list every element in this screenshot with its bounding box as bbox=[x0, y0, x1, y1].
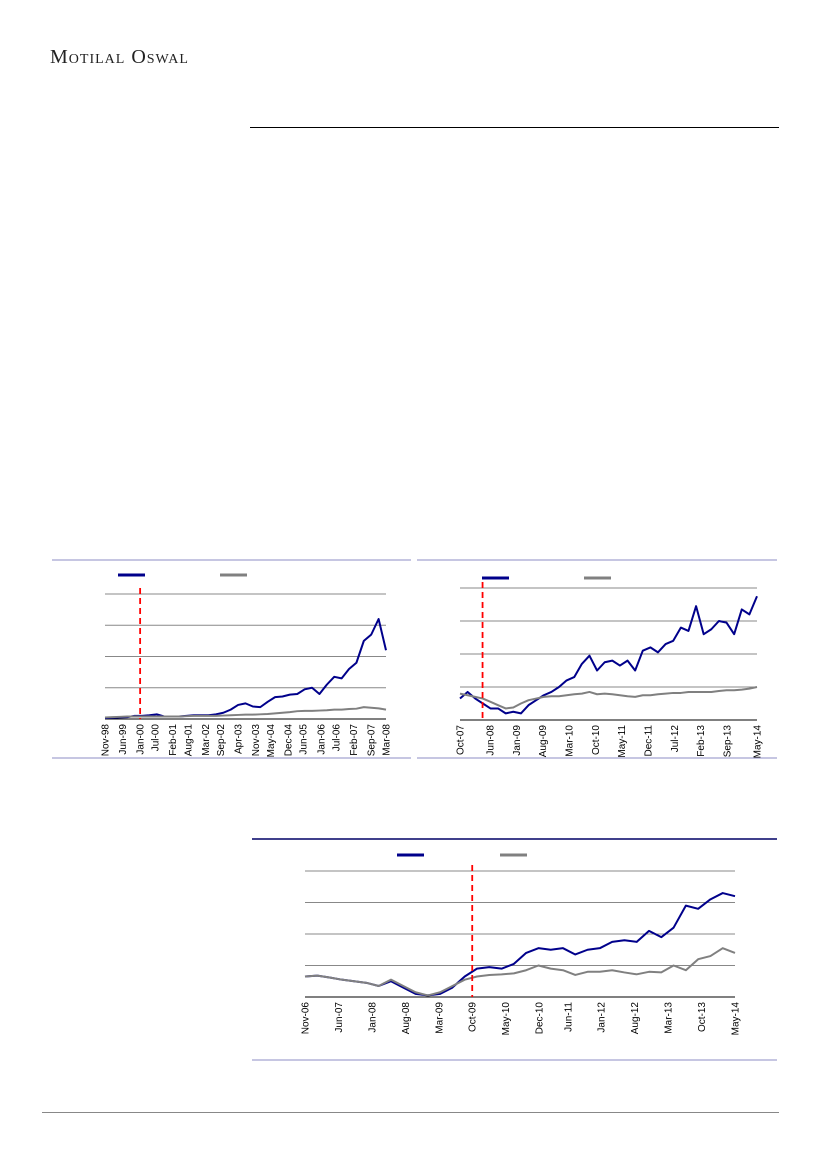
x-tick-label: Dec-04 bbox=[284, 724, 295, 757]
series-line-1 bbox=[459, 595, 758, 715]
x-tick-label: Dec-11 bbox=[643, 725, 654, 757]
x-tick-label: Oct-10 bbox=[591, 725, 602, 755]
x-tick-label: Aug-01 bbox=[183, 724, 194, 757]
footer-divider bbox=[42, 1112, 779, 1113]
header-divider bbox=[250, 127, 779, 128]
x-tick-label: Aug-08 bbox=[401, 1002, 412, 1035]
x-tick-label: Sep-13 bbox=[722, 725, 733, 758]
chart-2: Oct-07 Jun-08 Jan-09 Aug-09 Mar-10 Oct-10 May-… bbox=[417, 559, 777, 759]
x-tick-label: Feb-13 bbox=[696, 725, 707, 757]
x-tick-label: Sep-02 bbox=[216, 724, 227, 757]
x-tick-label: May-10 bbox=[501, 1002, 512, 1036]
x-tick-label: May-14 bbox=[731, 1002, 742, 1036]
x-tick-label: Nov-06 bbox=[301, 1002, 312, 1035]
x-tick-label: Jan-09 bbox=[512, 725, 523, 756]
x-tick-label: Jan-06 bbox=[316, 724, 327, 755]
x-tick-label: Mar-09 bbox=[434, 1002, 445, 1034]
series-line-1 bbox=[104, 618, 387, 720]
x-tick-label: May-14 bbox=[753, 725, 764, 759]
series-line-1 bbox=[304, 892, 736, 997]
x-tick-label: Aug-09 bbox=[538, 725, 549, 758]
chart-1: Nov-98 Jun-99 Jan-00 Jul-00 Feb-01 Aug-01 Mar-… bbox=[52, 559, 411, 759]
x-tick-label: Mar-10 bbox=[565, 725, 576, 757]
x-tick-label: Mar-02 bbox=[201, 724, 212, 756]
x-tick-label: Oct-09 bbox=[468, 1002, 479, 1032]
x-tick-label: Aug-12 bbox=[630, 1002, 641, 1035]
x-tick-label: Jul-12 bbox=[670, 725, 681, 753]
x-tick-label: Sep-07 bbox=[366, 724, 377, 757]
series-line-2 bbox=[459, 686, 758, 710]
x-tick-label: Jul-06 bbox=[331, 724, 342, 752]
x-tick-label: May-11 bbox=[617, 725, 628, 758]
x-tick-label: Oct-13 bbox=[697, 1002, 708, 1032]
x-tick-label: Jun-11 bbox=[563, 1002, 574, 1032]
x-tick-label: Jan-00 bbox=[136, 724, 147, 755]
x-tick-label: Dec-10 bbox=[535, 1002, 546, 1035]
x-tick-label: Jun-05 bbox=[299, 724, 310, 755]
x-tick-label: Jul-00 bbox=[151, 724, 162, 752]
x-tick-label: Jun-07 bbox=[334, 1002, 345, 1033]
x-tick-label: Feb-01 bbox=[168, 724, 179, 756]
x-tick-label: Feb-07 bbox=[349, 724, 360, 756]
x-tick-label: Mar-08 bbox=[382, 724, 393, 756]
x-tick-label: Nov-03 bbox=[251, 724, 262, 757]
x-tick-label: Jun-08 bbox=[486, 725, 497, 756]
x-tick-label: Jun-99 bbox=[118, 724, 129, 755]
x-tick-label: Jan-12 bbox=[597, 1002, 608, 1033]
series-line-2 bbox=[104, 706, 387, 719]
x-tick-label: Oct-07 bbox=[456, 725, 467, 755]
x-tick-label: Jan-08 bbox=[367, 1002, 378, 1033]
chart-3: Nov-06 Jun-07 Jan-08 Aug-08 Mar-09 Oct-09 May-… bbox=[252, 838, 777, 1061]
x-tick-label: Mar-13 bbox=[664, 1002, 675, 1034]
x-tick-label: May-04 bbox=[266, 724, 277, 758]
x-tick-label: Apr-03 bbox=[233, 724, 244, 754]
series-line-2 bbox=[304, 947, 736, 997]
company-logo: Motilal Oswal bbox=[50, 46, 189, 68]
x-tick-label: Nov-98 bbox=[101, 724, 112, 757]
